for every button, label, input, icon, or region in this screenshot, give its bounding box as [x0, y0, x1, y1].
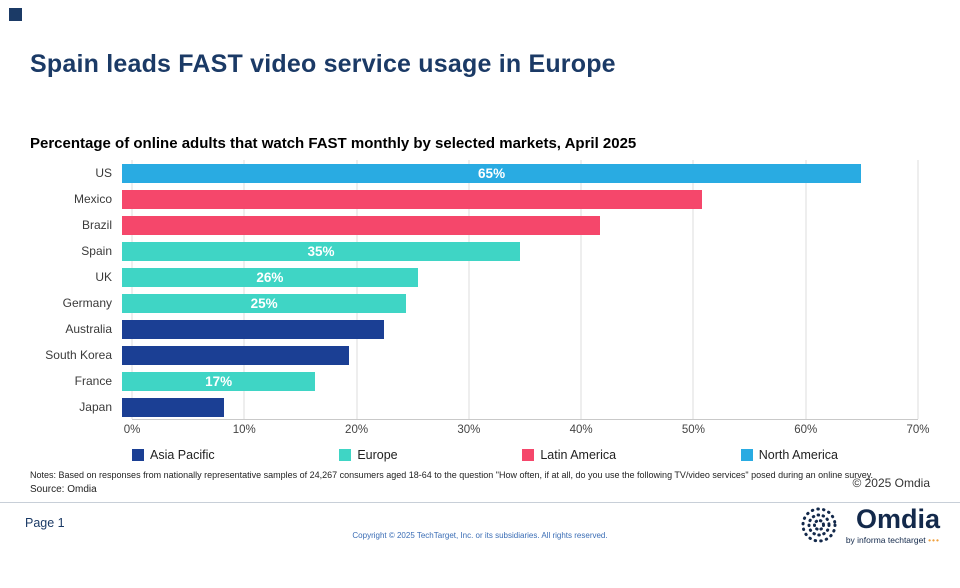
bar-value-label: 25% — [250, 295, 278, 311]
legend-label: North America — [758, 448, 838, 462]
bar-value-label: 35% — [307, 243, 335, 259]
chart-row: France 17% — [30, 368, 918, 394]
gridline — [131, 160, 133, 419]
gridline — [468, 160, 470, 419]
category-label: UK — [95, 270, 112, 284]
chart-row: Spain 35% — [30, 238, 918, 264]
chart-gridlines — [131, 160, 919, 420]
chart-title: Percentage of online adults that watch F… — [30, 135, 637, 152]
gridline — [580, 160, 582, 419]
omdia-sub-text: by informa techtarget — [845, 534, 926, 545]
category-label: US — [95, 166, 112, 180]
bar-track: 65% — [122, 163, 918, 183]
bar-value-label: 17% — [205, 373, 233, 389]
chart-row: US 65% — [30, 160, 918, 186]
omdia-logo-icon — [801, 507, 837, 543]
bar-track — [122, 397, 918, 417]
bar-south-korea — [122, 345, 350, 365]
chart-row: Germany 25% — [30, 290, 918, 316]
category-label: Spain — [81, 244, 112, 258]
footer-copyright: Copyright © 2025 TechTarget, Inc. or its… — [352, 531, 608, 540]
omdia-sub-brand: by informa techtarget ••• — [846, 535, 940, 545]
legend-item-north-america: North America — [740, 448, 838, 462]
x-tick-label: 40% — [569, 424, 593, 436]
x-tick-label: 50% — [681, 424, 705, 436]
legend-label: Asia Pacific — [150, 448, 215, 462]
legend-label: Latin America — [540, 448, 617, 462]
category-label: Germany — [62, 296, 112, 310]
gridline — [243, 160, 245, 419]
x-tick-label: 10% — [232, 424, 256, 436]
chart-row: UK 26% — [30, 264, 918, 290]
bar-value-label: 65% — [478, 165, 506, 181]
category-label: South Korea — [45, 348, 112, 362]
bar-brazil — [122, 215, 600, 235]
x-tick-label: 0% — [123, 424, 141, 436]
legend-item-latin-america: Latin America — [522, 448, 616, 462]
category-label: Japan — [79, 400, 112, 414]
omdia-wordmark: Omdia — [855, 503, 940, 534]
chart-notes: Notes: Based on responses from nationall… — [30, 470, 874, 480]
bar-japan — [122, 397, 225, 417]
category-label: Brazil — [81, 218, 112, 232]
bar-track — [122, 345, 918, 365]
x-tick-label: 70% — [906, 424, 930, 436]
bar-track: 17% — [122, 371, 918, 391]
chart-rows: US 65% Mexico Brazil Spain 35% UK 26% Germany 25%… — [30, 160, 918, 420]
page-title: Spain leads FAST video service usage in … — [30, 50, 616, 78]
footer-divider — [0, 502, 960, 503]
x-axis: 0% 10% 20% 30% 40% 50% 60% 70% — [124, 420, 930, 438]
x-tick-label: 60% — [794, 424, 818, 436]
gridline — [356, 160, 358, 419]
legend-item-europe: Europe — [339, 448, 398, 462]
chart-legend: Asia Pacific Europe Latin America North Ame… — [132, 448, 838, 462]
bar-track — [122, 319, 918, 339]
chart-row: Japan — [30, 394, 918, 420]
category-label: Australia — [65, 322, 112, 336]
corner-brand-mark — [9, 8, 22, 21]
gridline — [917, 160, 919, 419]
legend-item-asia-pacific: Asia Pacific — [132, 448, 215, 462]
legend-swatch — [132, 449, 144, 461]
chart-copyright: © 2025 Omdia — [852, 476, 930, 490]
chart-row: Australia — [30, 316, 918, 342]
chart-row: South Korea — [30, 342, 918, 368]
legend-swatch — [522, 449, 535, 461]
bar-uk: 26% — [122, 267, 418, 287]
gridline — [805, 160, 807, 419]
bar-france: 17% — [122, 371, 316, 391]
omdia-logo: Omdia by informa techtarget ••• — [799, 505, 940, 545]
legend-swatch — [339, 449, 352, 461]
page-number: Page 1 — [25, 516, 65, 530]
bar-mexico — [122, 189, 702, 209]
legend-label: Europe — [357, 448, 398, 462]
x-tick-label: 20% — [345, 424, 369, 436]
category-label: France — [74, 374, 112, 388]
chart-row: Mexico — [30, 186, 918, 212]
omdia-logo-text: Omdia by informa techtarget ••• — [846, 503, 940, 545]
category-label: Mexico — [73, 192, 112, 206]
bar-germany: 25% — [122, 293, 407, 313]
notes-block: Notes: Based on responses from nationall… — [30, 470, 930, 495]
bar-track — [122, 215, 918, 235]
bar-australia — [122, 319, 384, 339]
x-tick-label: 30% — [457, 424, 481, 436]
bar-chart: US 65% Mexico Brazil Spain 35% UK 26% Germany 25%… — [30, 160, 930, 462]
bar-track: 25% — [122, 293, 918, 313]
bar-value-label: 26% — [256, 269, 284, 285]
bar-track: 26% — [122, 267, 918, 287]
omdia-sub-dots: ••• — [928, 534, 940, 545]
bar-us: 65% — [122, 163, 862, 183]
bar-track — [122, 189, 918, 209]
bar-spain: 35% — [122, 241, 520, 261]
chart-source: Source: Omdia — [30, 484, 97, 495]
legend-swatch — [740, 449, 753, 461]
chart-row: Brazil — [30, 212, 918, 238]
gridline — [692, 160, 694, 419]
bar-track: 35% — [122, 241, 918, 261]
